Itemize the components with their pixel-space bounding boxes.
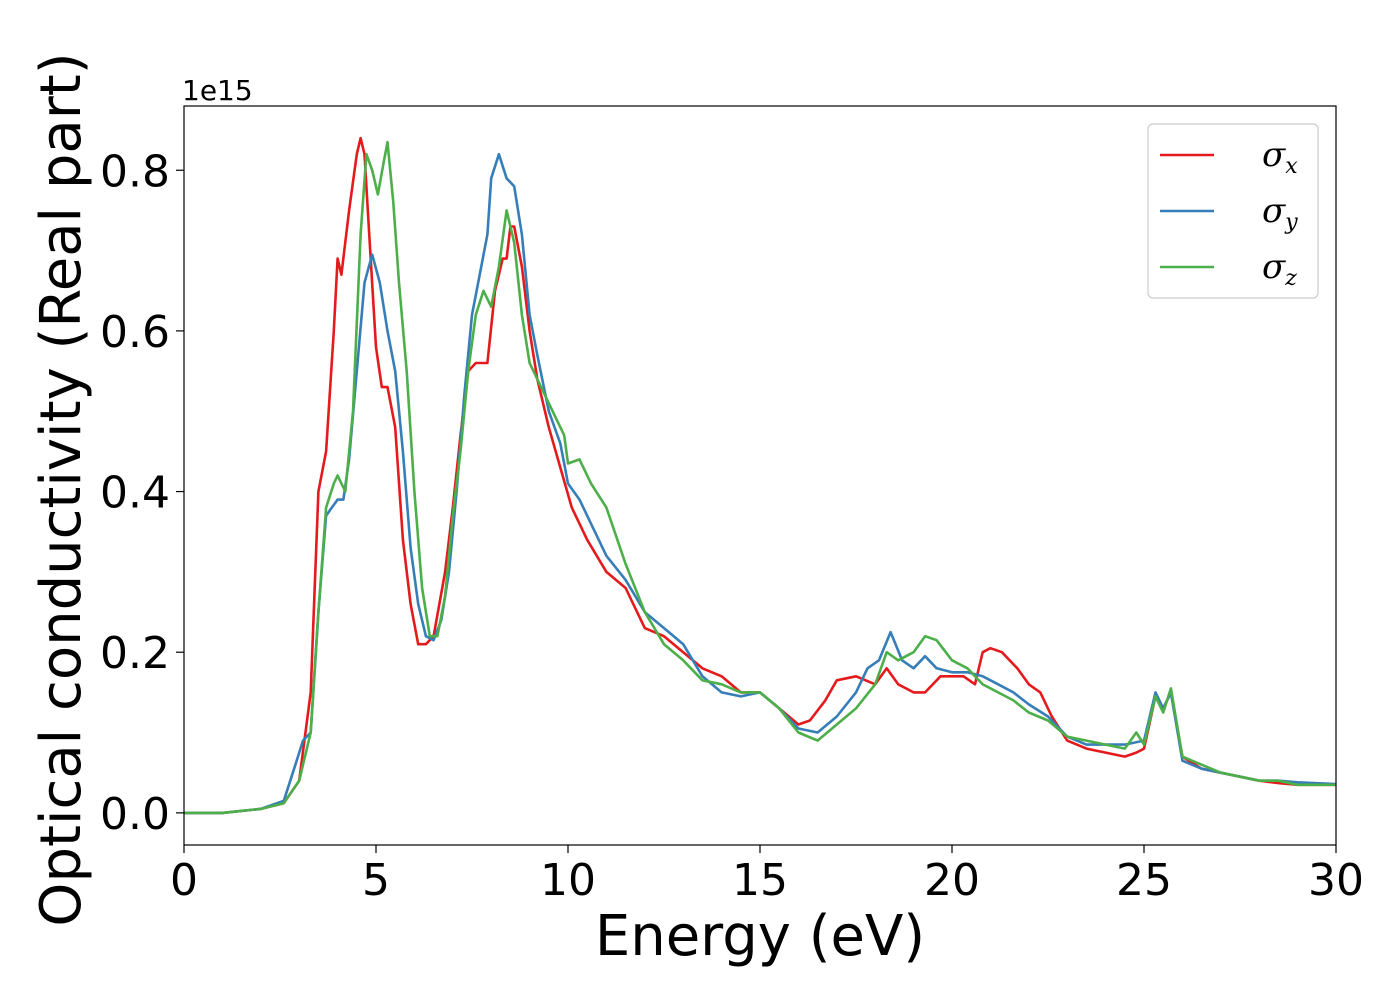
x-tick-label: 10 <box>540 855 596 906</box>
legend-label-y: σy <box>1262 191 1298 235</box>
legend-box <box>1147 123 1319 299</box>
x-tick-label: 5 <box>362 855 390 906</box>
x-tick-label: 15 <box>732 855 788 906</box>
series-line-y <box>184 152 1336 815</box>
y-tick-label: 0.4 <box>100 468 170 519</box>
series-line-z <box>184 140 1336 815</box>
y-axis-offset-label: 1e15 <box>182 74 253 107</box>
x-tick-label: 30 <box>1308 855 1364 906</box>
series-layer <box>184 136 1336 815</box>
x-tick-label: 20 <box>924 855 980 906</box>
legend-label-z: σz <box>1262 247 1297 291</box>
y-axis-label: Optical conductivity (Real part) <box>29 52 94 926</box>
legend: σx σy σz <box>1147 123 1319 299</box>
y-tick-label: 0.2 <box>100 628 170 679</box>
y-tick-label: 0.0 <box>100 789 170 840</box>
x-tick-label: 25 <box>1116 855 1172 906</box>
legend-label-x: σx <box>1262 135 1298 179</box>
series-line-x <box>184 136 1336 815</box>
ticks-layer: 0 5 10 15 20 25 30 0.0 0.2 0.4 0.6 0.8 <box>100 146 1364 906</box>
y-tick-label: 0.6 <box>100 307 170 358</box>
y-tick-label: 0.8 <box>100 146 170 197</box>
x-tick-label: 0 <box>170 855 198 906</box>
x-axis-label: Energy (eV) <box>595 904 925 969</box>
